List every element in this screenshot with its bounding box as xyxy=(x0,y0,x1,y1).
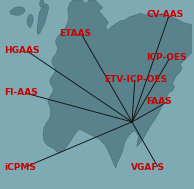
Polygon shape xyxy=(10,7,25,15)
Polygon shape xyxy=(37,4,49,34)
Text: VGAFS: VGAFS xyxy=(131,163,165,172)
Polygon shape xyxy=(43,0,191,168)
Text: ETV-ICP-OES: ETV-ICP-OES xyxy=(105,75,168,84)
Polygon shape xyxy=(27,14,33,27)
Text: FAAS: FAAS xyxy=(146,97,172,106)
Text: ICP-OES: ICP-OES xyxy=(146,53,187,62)
Polygon shape xyxy=(39,0,44,8)
Text: CV-AAS: CV-AAS xyxy=(146,10,183,19)
Text: HGAAS: HGAAS xyxy=(4,46,40,55)
Text: ETAAS: ETAAS xyxy=(59,29,91,38)
Text: FI-AAS: FI-AAS xyxy=(4,88,38,97)
Text: iCPMS: iCPMS xyxy=(4,163,36,172)
